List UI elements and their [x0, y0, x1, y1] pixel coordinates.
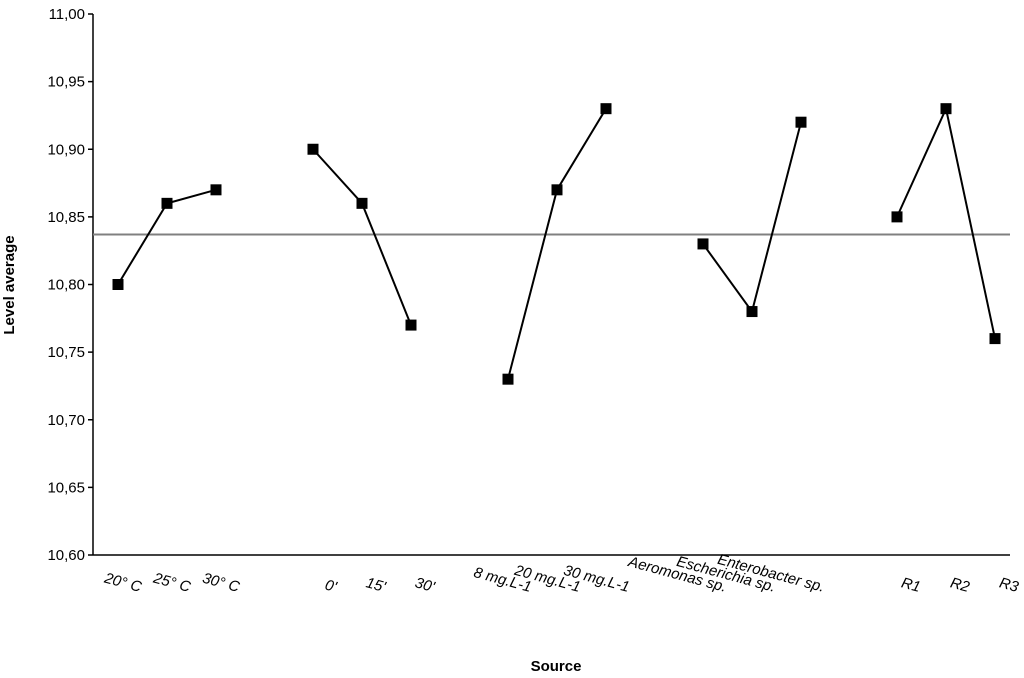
axes — [92, 14, 1010, 556]
y-tick-label: 10,65 — [47, 479, 85, 496]
y-tick-label: 10,75 — [47, 344, 85, 361]
data-point — [746, 306, 758, 318]
x-category-label: 20° C — [102, 569, 144, 595]
data-point — [161, 197, 173, 209]
series-line — [702, 121, 802, 314]
y-tick-label: 10,70 — [47, 412, 85, 429]
data-point — [502, 373, 514, 385]
y-tick-label: 10,80 — [47, 277, 85, 294]
y-tick-label: 10,95 — [47, 74, 85, 91]
data-point — [307, 143, 319, 155]
y-tick-label: 10,85 — [47, 209, 85, 226]
y-axis-title: Level average — [1, 235, 18, 334]
data-point — [405, 319, 417, 331]
x-axis-title: Source — [531, 658, 582, 675]
y-tick-label: 10,90 — [47, 141, 85, 158]
x-category-label: 0' — [323, 577, 339, 597]
series-line — [896, 105, 996, 339]
data-point — [112, 279, 124, 290]
series-group — [112, 103, 1001, 385]
y-tick-label: 10,60 — [47, 547, 85, 564]
data-point — [600, 103, 612, 115]
series-line — [507, 108, 607, 380]
x-category-labels: 20° C 25° C 30° C 0' 15' 30' 8 mg.L-120 mg.L-1… — [102, 551, 1021, 596]
data-point — [356, 197, 368, 209]
data-point — [940, 103, 952, 115]
x-category-label: 30' — [413, 574, 437, 596]
data-point — [210, 184, 222, 196]
x-category-label: R1 — [899, 574, 922, 595]
x-category-label: R2 — [948, 574, 972, 596]
x-category-label: 30° C — [201, 570, 242, 596]
x-category-label: 15' — [364, 574, 388, 596]
x-category-label: R3 — [997, 574, 1021, 596]
data-point — [989, 333, 1001, 345]
y-tick-label: 11,00 — [49, 6, 85, 23]
data-point — [697, 238, 709, 250]
y-ticks: 10,60 10,65 10,70 10,75 10,80 10,85 10,90 10,95… — [47, 6, 93, 564]
data-point — [551, 184, 563, 196]
data-point — [891, 211, 903, 223]
x-category-label: 25° C — [151, 569, 193, 595]
series-line — [312, 148, 412, 326]
data-point — [795, 116, 807, 128]
